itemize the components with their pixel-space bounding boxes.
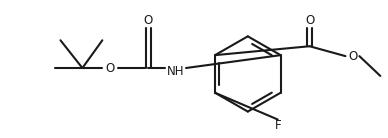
Text: O: O [144,14,153,27]
Text: O: O [305,14,314,27]
Text: O: O [106,62,115,75]
Text: F: F [274,119,281,132]
Text: O: O [349,50,358,63]
Text: NH: NH [167,65,185,79]
